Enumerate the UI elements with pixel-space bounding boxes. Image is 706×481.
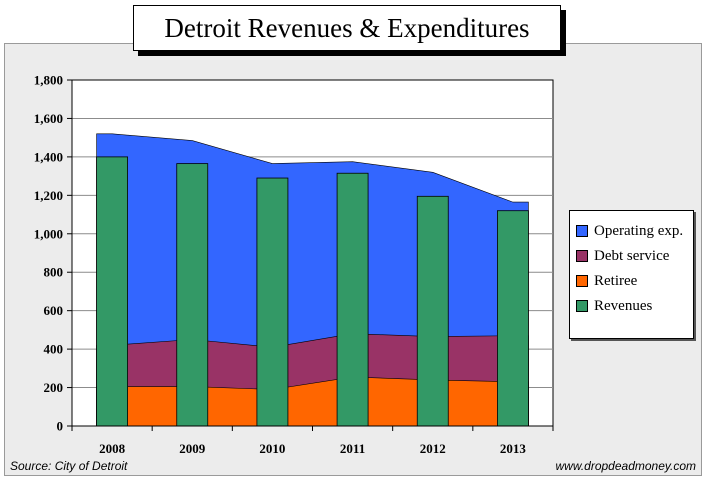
y-tick-label-0: 0 [57,419,64,434]
bar-revenues-2009 [176,163,209,427]
x-tick-label-2009: 2009 [179,441,206,456]
y-tick-label-2: 400 [44,342,64,357]
legend-item-revenues: Revenues [576,297,652,315]
bar-revenues-2008 [96,156,128,427]
chart-title: Detroit Revenues & Expenditures [133,5,561,51]
legend-item-operating-exp: Operating exp. [576,222,683,240]
y-tick-label-8: 1,600 [34,111,63,126]
legend-swatch-revenues [576,300,588,312]
legend-swatch-debt-service [576,250,588,262]
legend-swatch-retiree [576,275,588,287]
y-tick-label-7: 1,400 [34,149,63,164]
legend-item-retiree: Retiree [576,272,637,290]
bar-series [96,156,529,427]
x-tick-label-2012: 2012 [420,441,446,456]
x-tick-label-2008: 2008 [99,441,126,456]
legend-label-debt-service: Debt service [594,247,670,264]
y-tick-label-5: 1,000 [34,226,63,241]
legend-label-revenues: Revenues [594,297,653,314]
legend-item-debt-service: Debt service [576,247,669,265]
x-tick-labels: 2008 2009 2010 2011 2012 2013 [99,441,526,456]
bar-revenues-2012 [416,195,449,427]
axes [67,79,554,431]
y-tick-label-1: 200 [44,380,64,395]
legend: Operating exp. Debt service Retiree Revenue… [569,210,694,339]
legend-label-retiree: Retiree [594,272,638,289]
x-tick-label-2013: 2013 [500,441,527,456]
x-tick-label-2010: 2010 [259,441,285,456]
legend-label-operating-exp: Operating exp. [594,222,684,239]
credit-text: www.dropdeadmoney.com [555,459,696,473]
x-tick-label-2011: 2011 [340,441,365,456]
legend-swatch-operating-exp [576,225,588,237]
bar-revenues-2011 [336,172,369,427]
y-tick-label-4: 800 [44,265,64,280]
y-tick-label-9: 1,800 [34,73,63,88]
source-note: Source: City of Detroit [10,459,128,473]
y-tick-label-3: 600 [44,303,64,318]
y-tick-labels: 0 200 400 600 800 1,000 1,200 1,400 1,600 1,800 [34,73,63,434]
y-tick-label-6: 1,200 [34,188,63,203]
bar-revenues-2010 [256,177,289,427]
bar-revenues-2013 [497,210,529,427]
